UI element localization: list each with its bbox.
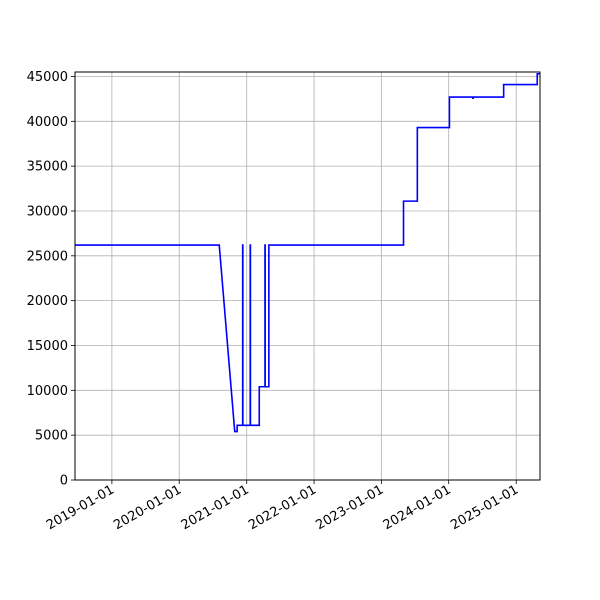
plot-area-frame bbox=[74, 71, 541, 481]
y-tick-label: 0 bbox=[60, 474, 68, 489]
y-tick-label: 40000 bbox=[27, 115, 68, 130]
y-tick-label: 5000 bbox=[35, 429, 68, 444]
series-line bbox=[75, 72, 540, 433]
y-tick-label: 15000 bbox=[27, 339, 68, 354]
y-tick-label: 25000 bbox=[27, 249, 68, 264]
series-layer bbox=[75, 72, 540, 433]
y-tick-label: 45000 bbox=[27, 70, 68, 85]
axis-ticks bbox=[71, 76, 517, 484]
y-tick-label: 35000 bbox=[27, 160, 68, 175]
y-tick-label: 20000 bbox=[27, 294, 68, 309]
y-tick-label: 30000 bbox=[27, 204, 68, 219]
y-tick-label: 10000 bbox=[27, 384, 68, 399]
